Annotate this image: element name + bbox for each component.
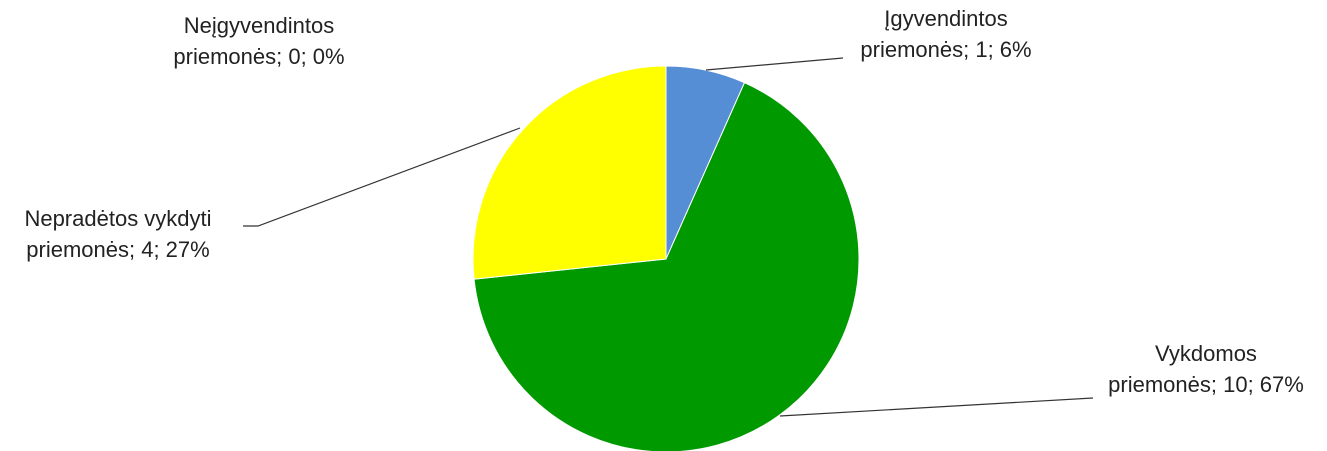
leader-line-1: [705, 57, 844, 71]
data-label-line: priemonės; 10; 67%: [1108, 372, 1304, 397]
data-label-line: Įgyvendintos: [884, 6, 1008, 31]
data-label-4: Neįgyvendintos priemonės; 0; 0%: [173, 13, 344, 69]
data-label-line: priemonės; 0; 0%: [173, 44, 344, 69]
pie-slice-2: [473, 82, 860, 451]
leader-line-2: [779, 397, 1094, 417]
data-label-line: Nepradėtos vykdyti: [24, 206, 211, 231]
data-label-line: priemonės; 1; 6%: [860, 37, 1031, 62]
data-label-line: priemonės; 4; 27%: [26, 237, 209, 262]
data-label-1: Įgyvendintos priemonės; 1; 6%: [860, 6, 1031, 62]
leader-lines: [243, 57, 1094, 417]
data-labels: Įgyvendintos priemonės; 1; 6% Vykdomos prie…: [24, 6, 1303, 397]
data-label-line: Vykdomos: [1155, 341, 1257, 366]
data-label-3: Nepradėtos vykdyti priemonės; 4; 27%: [24, 206, 211, 262]
data-label-line: Neįgyvendintos: [184, 13, 334, 38]
pie-slice-3: [472, 65, 667, 280]
data-label-2: Vykdomos priemonės; 10; 67%: [1108, 341, 1304, 397]
pie-slices: [472, 65, 860, 451]
leader-line-3: [243, 127, 521, 227]
